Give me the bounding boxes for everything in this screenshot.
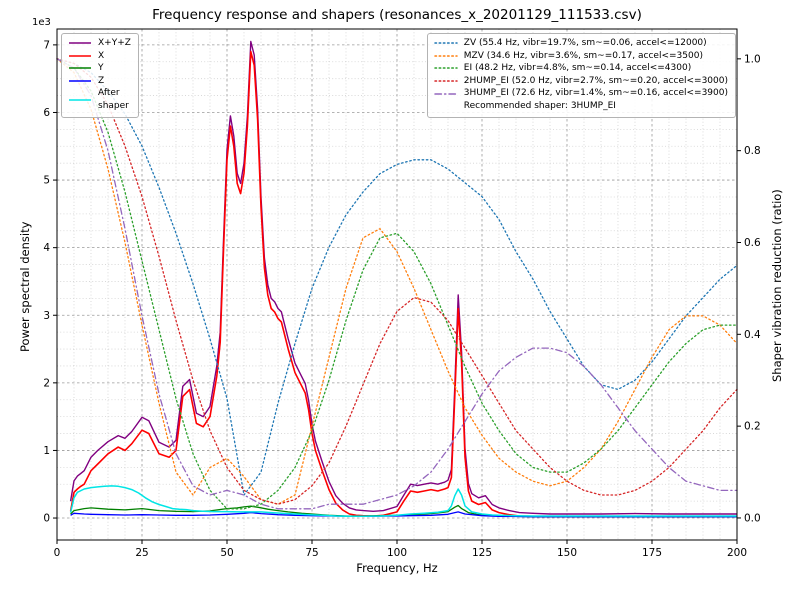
legend-label: EI (48.2 Hz, vibr=4.8%, sm~=0.14, accel<… [463, 63, 692, 74]
legend-item: Y [68, 62, 131, 75]
x-tick-label: 175 [642, 547, 662, 559]
legend-item: Z [68, 75, 131, 88]
legend-label: 2HUMP_EI (52.0 Hz, vibr=2.7%, sm~=0.20, … [463, 75, 728, 86]
legend-label: Recommended shaper: 3HUMP_EI [463, 100, 616, 111]
legend-item: MZV (34.6 Hz, vibr=3.6%, sm~=0.17, accel… [434, 50, 728, 63]
legend-label: Z [98, 75, 105, 86]
x-tick-label: 75 [305, 547, 318, 559]
series-X+Y+Z [69, 40, 737, 515]
legend-line-sample [69, 42, 91, 45]
legend-line-sample [434, 42, 458, 45]
legend-line-sample [434, 80, 458, 82]
x-axis-label: Frequency, Hz [356, 561, 438, 575]
y-left-tick-label: 4 [43, 242, 50, 254]
legend-line-sample [69, 55, 91, 57]
legend-label: Y [98, 63, 104, 74]
y-left-tick-label: 7 [43, 39, 50, 51]
legend-item: Recommended shaper: 3HUMP_EI [434, 100, 728, 113]
y-left-tick-label: 3 [43, 310, 50, 322]
y-left-tick-label: 0 [43, 513, 50, 525]
y-right-tick-label: 0.4 [744, 329, 761, 341]
series-ZV [56, 58, 738, 496]
x-tick-label: 0 [54, 547, 61, 559]
legend-label: After shaper [98, 88, 129, 111]
series-After-shaper [69, 485, 737, 518]
legend-label: X+Y+Z [98, 38, 131, 48]
y-left-tick-label: 1 [43, 445, 50, 457]
series-2HUMP_EI [56, 58, 738, 505]
legend-line-sample [69, 80, 91, 82]
x-tick-label: 50 [220, 547, 233, 559]
legend-shapers: ZV (55.4 Hz, vibr=19.7%, sm~=0.06, accel… [426, 33, 736, 118]
legend-psd: X+Y+Z X Y Z After shaper [61, 33, 139, 118]
y-left-tick-label: 5 [43, 175, 50, 187]
legend-label: 3HUMP_EI (72.6 Hz, vibr=1.4%, sm~=0.16, … [463, 88, 728, 99]
y-right-tick-label: 0.6 [744, 237, 761, 249]
legend-item: After shaper [68, 87, 131, 112]
y-left-tick-label: 2 [43, 377, 50, 389]
legend-label: ZV (55.4 Hz, vibr=19.7%, sm~=0.06, accel… [463, 38, 707, 48]
legend-line-sample [434, 55, 458, 57]
y-axis-label-right: Shaper vibration reduction (ratio) [770, 189, 784, 382]
legend-item: ZV (55.4 Hz, vibr=19.7%, sm~=0.06, accel… [434, 37, 728, 50]
series-EI [56, 58, 738, 510]
legend-label: X [98, 50, 105, 61]
chart-title: Frequency response and shapers (resonanc… [152, 7, 642, 23]
x-tick-label: 200 [727, 547, 747, 559]
y-right-tick-label: 1.0 [744, 53, 761, 65]
legend-item: X [68, 50, 131, 63]
y-axis-offset-text: 1e3 [32, 17, 51, 28]
series-X [69, 50, 703, 518]
series-3HUMP_EI [56, 58, 738, 510]
legend-item: EI (48.2 Hz, vibr=4.8%, sm~=0.14, accel<… [434, 62, 728, 75]
legend-line-sample [434, 92, 458, 95]
y-right-tick-label: 0.0 [744, 512, 761, 524]
legend-item: 3HUMP_EI (72.6 Hz, vibr=1.4%, sm~=0.16, … [434, 87, 728, 100]
series-MZV [56, 58, 738, 505]
x-tick-label: 125 [472, 547, 492, 559]
legend-label: MZV (34.6 Hz, vibr=3.6%, sm~=0.17, accel… [463, 50, 703, 61]
y-axis-label-left: Power spectral density [18, 221, 32, 352]
y-right-tick-label: 0.8 [744, 145, 761, 157]
legend-item: 2HUMP_EI (52.0 Hz, vibr=2.7%, sm~=0.20, … [434, 75, 728, 88]
y-left-tick-label: 6 [43, 107, 50, 119]
series-Z [70, 511, 737, 518]
x-tick-label: 150 [557, 547, 577, 559]
legend-line-sample [434, 67, 458, 70]
legend-line-sample [69, 67, 91, 70]
x-tick-label: 25 [135, 547, 148, 559]
x-tick-label: 100 [387, 547, 407, 559]
y-right-tick-label: 0.2 [744, 421, 761, 433]
legend-item: X+Y+Z [68, 37, 131, 50]
legend-line-sample [69, 99, 91, 101]
